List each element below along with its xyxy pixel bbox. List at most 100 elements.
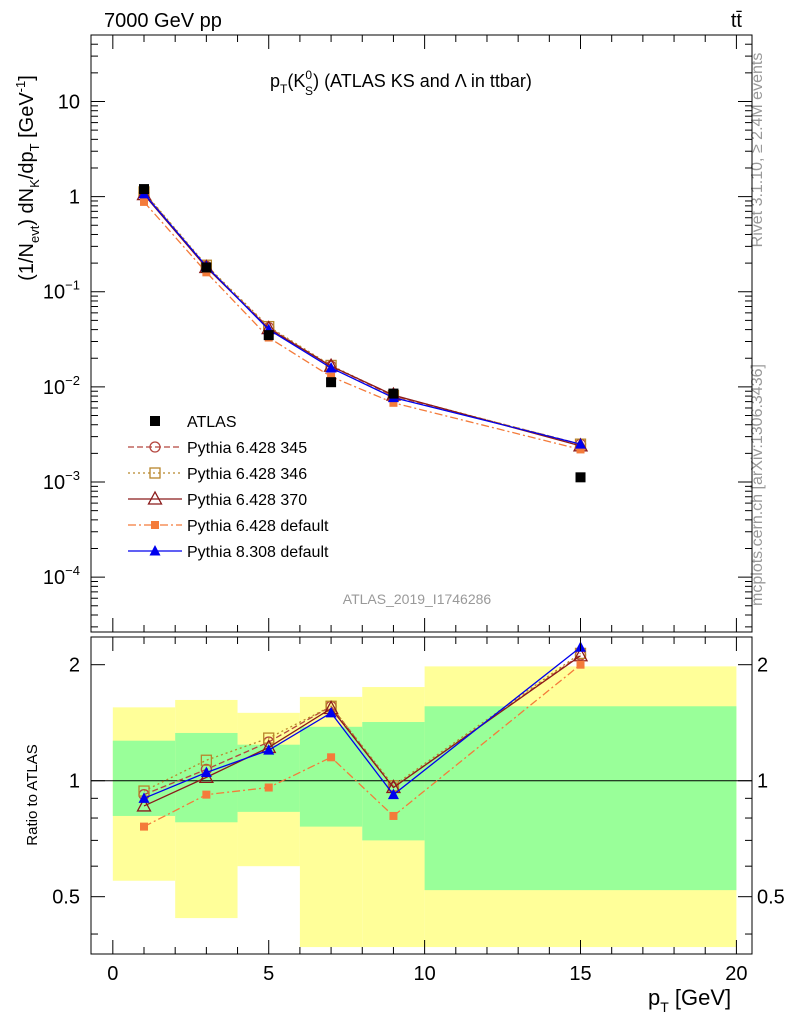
point-pythia-8-308-default-15 (575, 438, 587, 449)
x-tick-label: 0 (107, 963, 118, 985)
ratio-plot-area (91, 641, 752, 948)
main-ytick-label: 10−2 (43, 373, 80, 399)
main-ylabel: (1/Nevt) dNK/dpT [GeV-1] (13, 75, 42, 281)
ratio-point-pythia-6-428-346-3 (200, 754, 213, 766)
ratio-point-pythia-6-428-346-5 (263, 732, 275, 744)
ratio-point-pythia-6-428-370-1 (136, 797, 152, 812)
ratio-point-pythia-6-428-default-3 (202, 790, 211, 799)
legend-marker-pythia-6-428-370 (147, 490, 163, 505)
legend-item-pythia-6-428-370: Pythia 6.428 370 (128, 490, 307, 509)
main-ytick-label: 10−4 (43, 563, 80, 589)
point-pythia-6-428-default-9 (389, 398, 398, 407)
ratio-point-pythia-6-428-default-9 (389, 811, 398, 820)
ratio-point-pythia-8-308-default-3 (200, 766, 212, 778)
main-ytick-label: 10−3 (43, 468, 80, 494)
data-point-7 (326, 377, 337, 388)
band-inner-5 (424, 706, 737, 891)
ratio-ytick-label-right: 0.5 (757, 887, 785, 909)
legend-item-pythia-8-308-default: Pythia 8.308 default (128, 544, 329, 561)
ratio-ytick-label-right: 1 (757, 771, 768, 793)
point-pythia-6-428-default-7 (327, 372, 336, 381)
legend-item-pythia-6-428-346: Pythia 6.428 346 (128, 466, 307, 483)
ratio-ylabel: Ratio to ATLAS (24, 744, 41, 845)
ratio-point-pythia-6-428-default-1 (140, 822, 149, 831)
ratio-frame (90, 636, 753, 955)
legend-marker-pythia-8-308-default (149, 545, 161, 556)
data-point-9 (388, 388, 399, 399)
main-frame (90, 34, 753, 633)
main-panel: 10 1 10−1 10−2 10−3 10−4 pT(K0 S) (ATLAS KS an… (13, 34, 753, 633)
plot-title: pT(K0 S) (ATLAS KS and Λ in ttbar) (270, 68, 532, 98)
series-pythia-8-308-default (138, 187, 587, 449)
data-point-5 (263, 330, 274, 341)
ratio-line-pythia-6-428-370 (143, 655, 581, 807)
ratio-series-pythia-6-428-default (140, 660, 585, 831)
legend-label-pythia-8-308-default: Pythia 8.308 default (187, 544, 329, 561)
point-pythia-6-428-default-1 (140, 197, 149, 206)
series-line-pythia-6-428-default (143, 201, 581, 451)
ratio-x-axis: 0 5 10 15 20 (107, 637, 748, 985)
x-tick-label: 20 (725, 963, 747, 985)
data-point-1 (139, 184, 150, 195)
main-y-axis: 10 1 10−1 10−2 10−3 10−4 (43, 34, 752, 628)
data-point-3 (201, 262, 212, 273)
ratio-panel: 0.5 0.5 1 1 2 2 0 5 10 15 20 Ratio to ATLAS pT [G… (24, 636, 785, 1015)
x-axis-label: pT [GeV] (648, 985, 731, 1015)
band-inner-2 (237, 744, 300, 812)
legend-label-pythia-6-428-346: Pythia 6.428 346 (187, 466, 307, 483)
legend-label-pythia-6-428-345: Pythia 6.428 345 (187, 440, 307, 457)
legend-marker-pythia-6-428-default (151, 521, 159, 529)
rivet-label: Rivet 3.1.10, ≥ 2.4M events (749, 53, 766, 248)
main-plot-area (136, 184, 589, 483)
legend-marker-pythia-6-428-346 (149, 467, 161, 479)
legend-marker-pythia-6-428-345 (149, 441, 161, 453)
analysis-watermark: ATLAS_2019_I1746286 (343, 591, 492, 607)
main-x-ticks (112, 35, 737, 632)
point-pythia-6-428-default-15 (576, 445, 585, 454)
band-inner-0 (112, 740, 176, 816)
ratio-ytick-label: 0.5 (52, 887, 80, 909)
ratio-point-pythia-8-308-default-5 (263, 744, 275, 755)
legend-label-atlas: ATLAS (187, 414, 237, 431)
ratio-point-pythia-6-428-default-5 (264, 783, 273, 792)
main-ytick-label: 10 (58, 91, 80, 113)
main-ytick-label: 10−1 (43, 278, 80, 304)
series-line-pythia-6-428-370 (143, 194, 581, 447)
legend-label-pythia-6-428-default: Pythia 6.428 default (187, 518, 329, 535)
series-pythia-6-428-370 (136, 186, 589, 452)
ratio-line-pythia-8-308-default (143, 646, 581, 799)
ratio-y-axis: 0.5 0.5 1 1 2 2 (52, 655, 785, 935)
ratio-line-pythia-6-428-default (143, 664, 581, 828)
main-ytick-label: 1 (69, 187, 80, 209)
point-pythia-8-308-default-7 (325, 361, 337, 373)
legend-item-pythia-6-428-345: Pythia 6.428 345 (128, 440, 307, 457)
series-line-pythia-6-428-346 (143, 191, 581, 445)
series-pythia-6-428-345 (138, 187, 587, 450)
x-tick-label: 15 (569, 963, 591, 985)
ratio-line-pythia-6-428-346 (143, 652, 581, 792)
series-pythia-6-428-346 (138, 186, 587, 450)
ratio-point-pythia-8-308-default-1 (138, 792, 150, 803)
x-tick-label: 10 (413, 963, 435, 985)
series-line-pythia-8-308-default (143, 193, 581, 445)
ratio-ytick-label-right: 2 (757, 655, 768, 677)
x-tick-label: 5 (263, 963, 274, 985)
legend: ATLAS Pythia 6.428 345 Pythia 6.428 346 Pyt… (128, 414, 329, 561)
legend-item-pythia-6-428-default: Pythia 6.428 default (128, 518, 329, 535)
mcplots-label: mcplots.cern.ch [arXiv:1306.3436] (749, 364, 766, 606)
ratio-point-pythia-6-428-default-15 (576, 660, 585, 669)
series-line-pythia-6-428-345 (143, 192, 581, 445)
process-label: tt̄ (731, 10, 743, 32)
legend-marker-atlas (150, 416, 160, 426)
legend-label-pythia-6-428-370: Pythia 6.428 370 (187, 492, 307, 509)
legend-item-atlas: ATLAS (150, 414, 237, 431)
ratio-point-pythia-8-308-default-9 (387, 788, 399, 800)
ratio-ytick-label: 2 (69, 655, 80, 677)
series-atlas-data (139, 184, 586, 483)
data-point-15 (575, 472, 586, 483)
ratio-ytick-label: 1 (69, 771, 80, 793)
ratio-point-pythia-8-308-default-7 (325, 706, 337, 718)
ratio-point-pythia-6-428-default-7 (327, 753, 336, 762)
energy-label: 7000 GeV pp (104, 10, 222, 32)
